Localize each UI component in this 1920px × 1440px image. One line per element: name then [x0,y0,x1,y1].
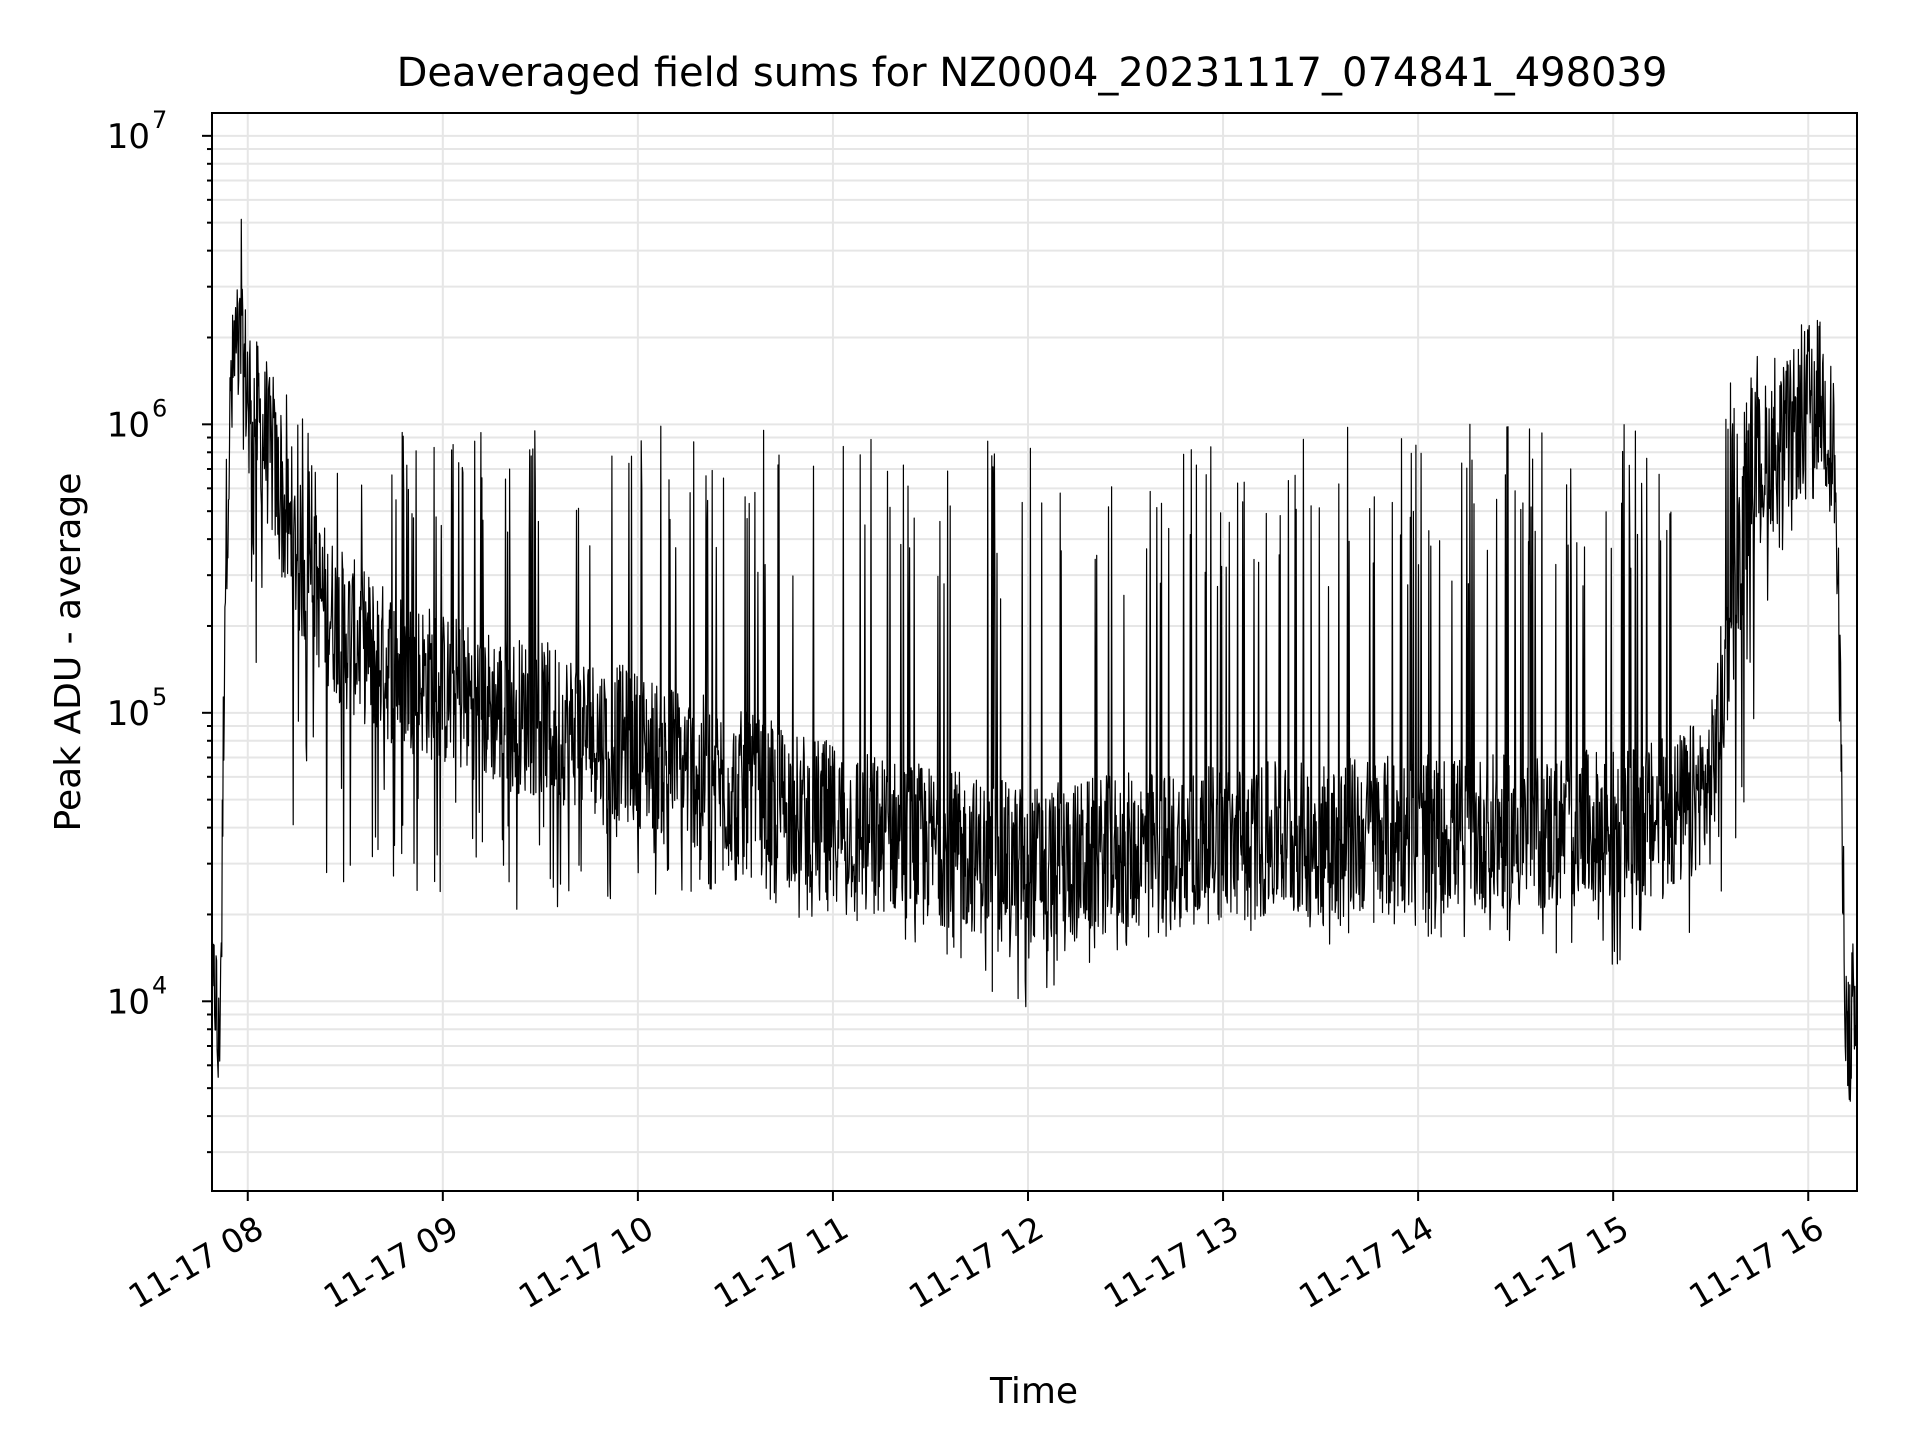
y-tick-exponent: 5 [152,683,167,711]
y-tick-base: 10 [107,117,150,157]
y-axis-label: Peak ADU - average [48,473,89,832]
y-tick-base: 10 [107,982,150,1022]
y-tick-label: 10 5 [107,683,168,734]
y-tick-base: 10 [107,405,150,445]
plot-frame [211,112,1858,1192]
y-tick-base: 10 [107,694,150,734]
y-tick-exponent: 7 [152,106,167,134]
series-line [211,218,1858,1102]
data-layer [211,218,1858,1102]
y-tick-label: 10 7 [107,106,168,157]
y-tick-exponent: 4 [152,971,167,999]
y-tick-label: 10 6 [107,394,168,445]
x-axis-label: Time [989,1371,1078,1412]
y-tick-label: 10 4 [107,971,168,1022]
chart-title: Deaveraged field sums for NZ0004_2023111… [397,50,1668,96]
y-tick-exponent: 6 [152,394,167,422]
